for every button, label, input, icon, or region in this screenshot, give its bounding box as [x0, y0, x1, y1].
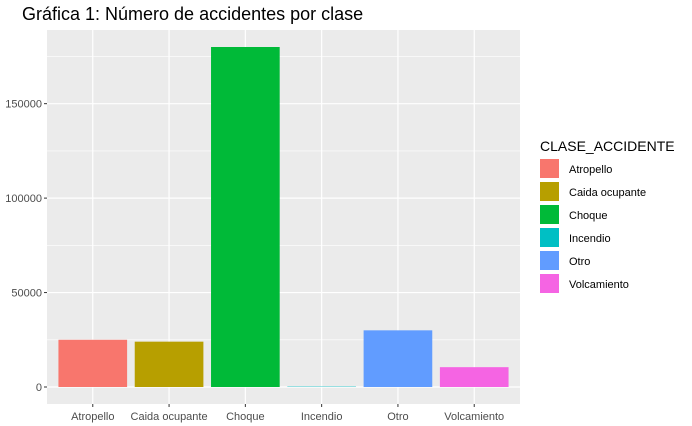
bar-otro	[363, 330, 433, 387]
x-tick-label: Choque	[226, 411, 265, 423]
plot-panel: 0 50000 100000 150000 Atropello Caida ocupant…	[5, 30, 520, 423]
legend-label: Caida ocupante	[569, 187, 646, 199]
legend-title: CLASE_ACCIDENTE	[540, 138, 675, 154]
legend-label: Incendio	[569, 233, 611, 245]
legend-label: Choque	[569, 210, 608, 222]
legend-label: Atropello	[569, 164, 612, 176]
bar-volcamiento	[439, 367, 509, 387]
legend: CLASE_ACCIDENTE Atropello Caida ocupante C…	[540, 138, 675, 293]
legend-key	[540, 159, 559, 178]
legend-key	[540, 182, 559, 201]
x-tick-label: Incendio	[301, 411, 343, 423]
legend-label: Otro	[569, 256, 590, 268]
y-tick-label: 0	[36, 382, 42, 394]
y-tick-label: 50000	[11, 288, 42, 300]
legend-key	[540, 228, 559, 247]
y-tick-label: 150000	[5, 99, 42, 111]
x-tick-label: Atropello	[71, 411, 114, 423]
bar-choque	[211, 47, 280, 387]
legend-key	[540, 205, 559, 224]
x-tick-label: Volcamiento	[444, 411, 504, 423]
bar-atropello	[58, 339, 128, 387]
y-tick-label: 100000	[5, 193, 42, 205]
x-tick-label: Caida ocupante	[131, 411, 208, 423]
legend-key	[540, 274, 559, 293]
bar-caida-ocupante	[134, 341, 204, 387]
legend-key	[540, 251, 559, 270]
legend-label: Volcamiento	[569, 279, 629, 291]
chart-title: Gráfica 1: Número de accidentes por clas…	[22, 4, 363, 24]
x-tick-label: Otro	[387, 411, 408, 423]
